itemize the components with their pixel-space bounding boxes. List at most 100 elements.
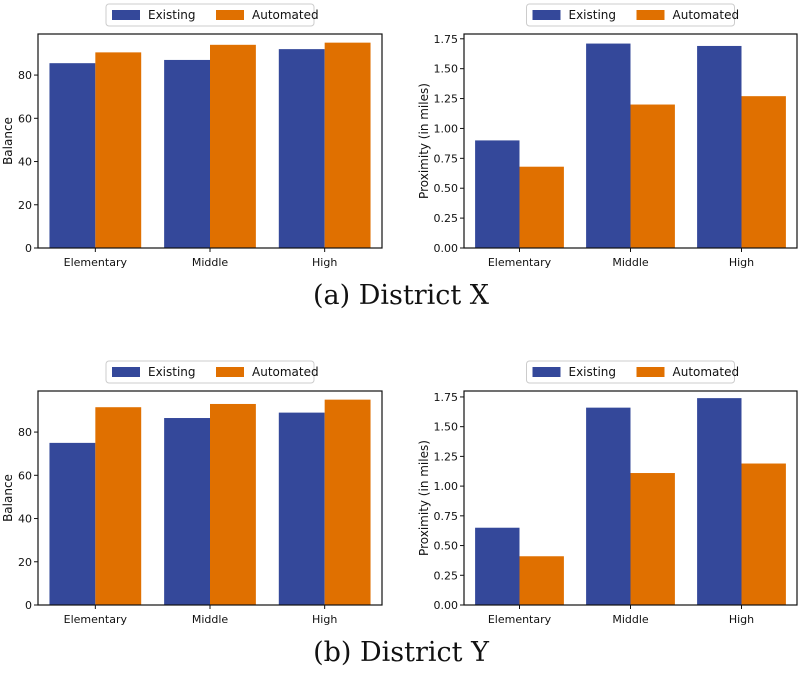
bar-automated-elementary: [95, 407, 142, 605]
caption-district-y: (b) District Y: [313, 637, 489, 668]
y-tick-label: 80: [18, 69, 32, 82]
bar-automated-elementary: [519, 166, 564, 248]
y-axis-label: Balance: [1, 117, 15, 165]
x-tick-label: Elementary: [64, 613, 128, 626]
y-tick-label: 0.00: [434, 242, 459, 255]
x-tick-label: Middle: [192, 613, 229, 626]
axes-frame: [37, 33, 383, 249]
y-tick-label: 0.25: [434, 212, 459, 225]
y-tick-label: 20: [18, 199, 32, 212]
bar-existing-middle: [586, 43, 631, 249]
chart-panel-2: Elementary Middle High 0.00 0.25 0.50 0.75 1.00…: [417, 3, 798, 269]
x-tick-label: High: [729, 256, 754, 269]
legend-label-existing: Existing: [569, 8, 617, 22]
bar-existing-middle: [164, 59, 210, 248]
chart-panel-3: Elementary Middle High 0 20 40 60 80 Balance Exis…: [1, 360, 383, 626]
legend-swatch-existing: [112, 10, 140, 20]
y-tick-label: 0.50: [434, 540, 459, 553]
legend: Existing Automated: [105, 360, 319, 384]
legend-swatch-automated: [636, 10, 665, 20]
chart-panel-1: Elementary Middle High 0 20 40 60 80 Balance Exis…: [1, 3, 383, 269]
y-tick-label: 1.75: [434, 391, 459, 404]
y-tick-label: 60: [18, 469, 32, 482]
y-tick-label: 1.25: [434, 450, 459, 463]
legend-label-automated: Automated: [252, 365, 319, 379]
x-tick-label: Middle: [612, 613, 649, 626]
axes-frame: [463, 33, 798, 249]
y-tick-label: 1.00: [434, 122, 459, 135]
bar-existing-elementary: [49, 63, 96, 248]
bar-automated-high: [324, 399, 371, 605]
bar-existing-elementary: [475, 140, 520, 248]
y-tick-label: 0: [25, 599, 32, 612]
y-tick-label: 0: [25, 242, 32, 255]
bar-existing-high: [278, 49, 325, 248]
legend-label-existing: Existing: [569, 365, 617, 379]
x-tick-label: Elementary: [64, 256, 128, 269]
legend-label-automated: Automated: [252, 8, 319, 22]
legend-swatch-automated: [636, 367, 665, 377]
y-tick-label: 60: [18, 112, 32, 125]
y-tick-label: 1.50: [434, 421, 459, 434]
bar-automated-middle: [210, 44, 256, 249]
bar-existing-high: [278, 412, 325, 605]
bar-automated-high: [741, 463, 786, 605]
y-tick-label: 1.50: [434, 63, 459, 76]
legend: Existing Automated: [526, 360, 740, 384]
y-axis-label: Balance: [1, 474, 15, 522]
y-tick-label: 0.50: [434, 182, 459, 195]
y-tick-label: 1.00: [434, 480, 459, 493]
bar-existing-high: [697, 45, 742, 248]
x-tick-label: High: [729, 613, 754, 626]
bar-automated-high: [324, 42, 371, 248]
y-tick-label: 20: [18, 556, 32, 569]
x-tick-label: Elementary: [488, 256, 552, 269]
bar-existing-middle: [586, 407, 631, 605]
bar-automated-middle: [210, 403, 256, 605]
legend-frame: [526, 3, 735, 27]
y-tick-label: 40: [18, 513, 32, 526]
bar-automated-elementary: [519, 556, 564, 605]
bar-existing-middle: [164, 418, 210, 605]
y-tick-label: 1.75: [434, 33, 459, 46]
legend-label-existing: Existing: [148, 8, 196, 22]
legend-swatch-existing: [112, 367, 140, 377]
bar-automated-high: [741, 96, 786, 248]
chart-panel-4: Elementary Middle High 0.00 0.25 0.50 0.75 1.00…: [417, 360, 798, 626]
y-tick-label: 0.75: [434, 510, 459, 523]
legend: Existing Automated: [105, 3, 319, 27]
legend-frame: [105, 360, 315, 384]
y-tick-label: 80: [18, 426, 32, 439]
bar-existing-elementary: [475, 527, 520, 605]
bar-existing-elementary: [49, 442, 96, 605]
legend-label-existing: Existing: [148, 365, 196, 379]
x-tick-label: Middle: [192, 256, 229, 269]
legend-swatch-automated: [216, 10, 244, 20]
axes-frame: [463, 390, 798, 606]
legend-label-automated: Automated: [673, 8, 740, 22]
x-tick-label: Elementary: [488, 613, 552, 626]
x-tick-label: High: [312, 256, 337, 269]
bar-automated-middle: [630, 473, 675, 605]
caption-district-x: (a) District X: [312, 280, 490, 311]
y-tick-label: 1.25: [434, 93, 459, 106]
x-tick-label: High: [312, 613, 337, 626]
legend: Existing Automated: [526, 3, 740, 27]
legend-label-automated: Automated: [673, 365, 740, 379]
legend-frame: [526, 360, 735, 384]
y-tick-label: 0.00: [434, 599, 459, 612]
y-axis-label: Proximity (in miles): [417, 440, 431, 556]
y-tick-label: 40: [18, 156, 32, 169]
y-tick-label: 0.25: [434, 569, 459, 582]
legend-swatch-existing: [532, 10, 561, 20]
y-axis-label: Proximity (in miles): [417, 83, 431, 199]
bar-existing-high: [697, 398, 742, 605]
bar-automated-elementary: [95, 52, 142, 249]
x-tick-label: Middle: [612, 256, 649, 269]
bar-automated-middle: [630, 104, 675, 248]
legend-swatch-automated: [216, 367, 244, 377]
axes-frame: [37, 390, 383, 606]
legend-swatch-existing: [532, 367, 561, 377]
